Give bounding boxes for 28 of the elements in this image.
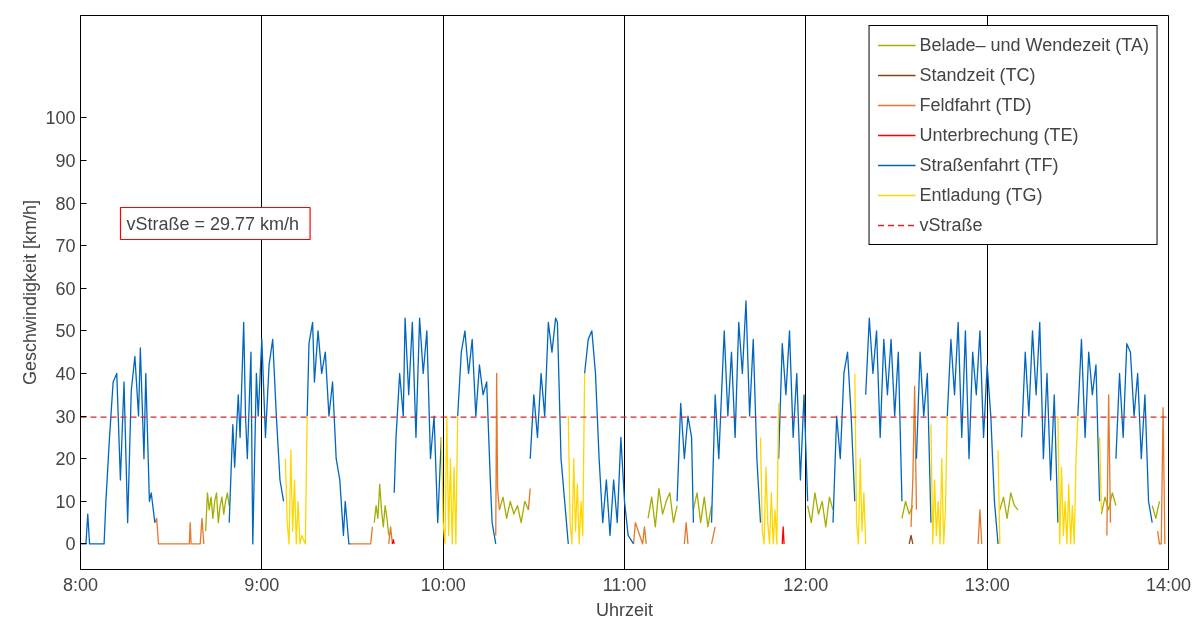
y-tick-label: 80 — [55, 193, 76, 214]
y-tick-label: 60 — [55, 278, 76, 299]
legend-label: Straßenfahrt (TF) — [919, 154, 1059, 176]
x-tick-label: 10:00 — [420, 574, 466, 595]
legend-label: Feldfahrt (TD) — [919, 94, 1032, 116]
x-tick-label: 8:00 — [62, 574, 99, 595]
x-tick-label: 14:00 — [1145, 574, 1192, 595]
y-tick-label: 90 — [55, 150, 76, 171]
legend-label: vStraße — [919, 214, 983, 236]
y-tick-label: 20 — [55, 449, 76, 470]
annotation: vStraße = 29.77 km/h — [126, 213, 300, 234]
y-tick-label: 10 — [55, 491, 76, 512]
y-tick-label: 70 — [55, 236, 76, 257]
y-tick-label: 50 — [55, 321, 76, 342]
y-axis-title: Geschwindigkeit [km/h] — [20, 199, 41, 386]
legend-label: Unterbrechung (TE) — [919, 124, 1079, 146]
legend-label: Standzeit (TC) — [919, 64, 1036, 86]
y-tick-label: 30 — [55, 406, 76, 427]
x-axis-title: Uhrzeit — [595, 599, 654, 620]
y-tick-label: 0 — [65, 534, 76, 555]
x-tick-label: 9:00 — [244, 574, 280, 595]
y-tick-label: 100 — [45, 108, 76, 129]
y-tick-label: 40 — [55, 363, 76, 384]
legend-label: Entladung (TG) — [919, 184, 1043, 206]
x-tick-label: 13:00 — [964, 574, 1010, 595]
legend-label: Belade– und Wendezeit (TA) — [919, 34, 1149, 56]
x-tick-label: 11:00 — [602, 574, 647, 595]
x-tick-label: 12:00 — [783, 574, 829, 595]
